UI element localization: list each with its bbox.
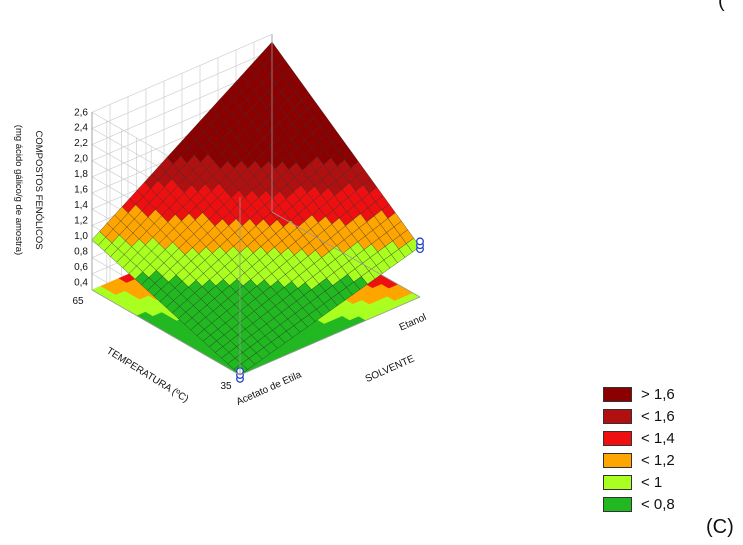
design-point (416, 237, 424, 246)
box-edge (271, 211, 421, 298)
corner-mark: ( (718, 0, 725, 12)
legend-item: < 0,8 (603, 493, 703, 515)
solvente-tick-label: Etanol (398, 312, 428, 334)
temperature-tick-label: 35 (220, 381, 232, 392)
z-tick-label: 0,6 (74, 262, 88, 273)
legend-swatch (603, 408, 632, 424)
z-axis-title: COMPOSTOS FENÓLICOS (33, 130, 44, 249)
y-axis-title: TEMPERATURA (ºC) (104, 346, 190, 405)
z-tick-label: 0,8 (74, 246, 88, 257)
legend-label: < 1,2 (641, 451, 675, 469)
legend-item: < 1 (603, 471, 703, 493)
legend-swatch (603, 386, 632, 402)
legend-swatch (603, 474, 632, 490)
z-tick-label: 2,0 (74, 154, 88, 165)
z-tick-label: 2,6 (74, 107, 88, 118)
box-edge (239, 296, 421, 376)
legend-label: < 1,4 (641, 429, 675, 447)
x-axis-title: SOLVENTE (364, 353, 417, 385)
box-edge (91, 289, 241, 376)
box-frame (91, 34, 421, 376)
temperature-tick-label: 65 (72, 296, 84, 307)
z-tick-label: 1,0 (74, 231, 88, 242)
legend-item: < 1,6 (603, 405, 703, 427)
legend-swatch (603, 430, 632, 446)
legend-label: < 1,6 (641, 407, 675, 425)
legend: > 1,6 < 1,6 < 1,4 < 1,2 < 1 < 0,8 (603, 383, 703, 515)
legend-item: < 1,4 (603, 427, 703, 449)
z-axis-title-unit: (mg ácido gálico/g de amostra) (13, 125, 24, 255)
z-tick-label: 1,2 (74, 215, 88, 226)
legend-label: < 0,8 (641, 495, 675, 513)
z-tick-label: 1,6 (74, 185, 88, 196)
z-tick-label: 1,8 (74, 169, 88, 180)
legend-label: < 1 (641, 473, 663, 491)
legend-swatch (603, 452, 632, 468)
legend-item: < 1,2 (603, 449, 703, 471)
panel-label: (C) (706, 516, 734, 538)
legend-swatch (603, 496, 632, 512)
z-tick-label: 2,2 (74, 138, 88, 149)
legend-item: > 1,6 (603, 383, 703, 405)
z-tick-label: 1,4 (74, 200, 88, 211)
solvente-tick-label: Acetato de Etila (235, 369, 304, 408)
z-tick-label: 2,4 (74, 123, 88, 134)
z-tick-label: 0,4 (74, 277, 88, 288)
legend-label: > 1,6 (641, 385, 675, 403)
response-surface (91, 41, 421, 376)
